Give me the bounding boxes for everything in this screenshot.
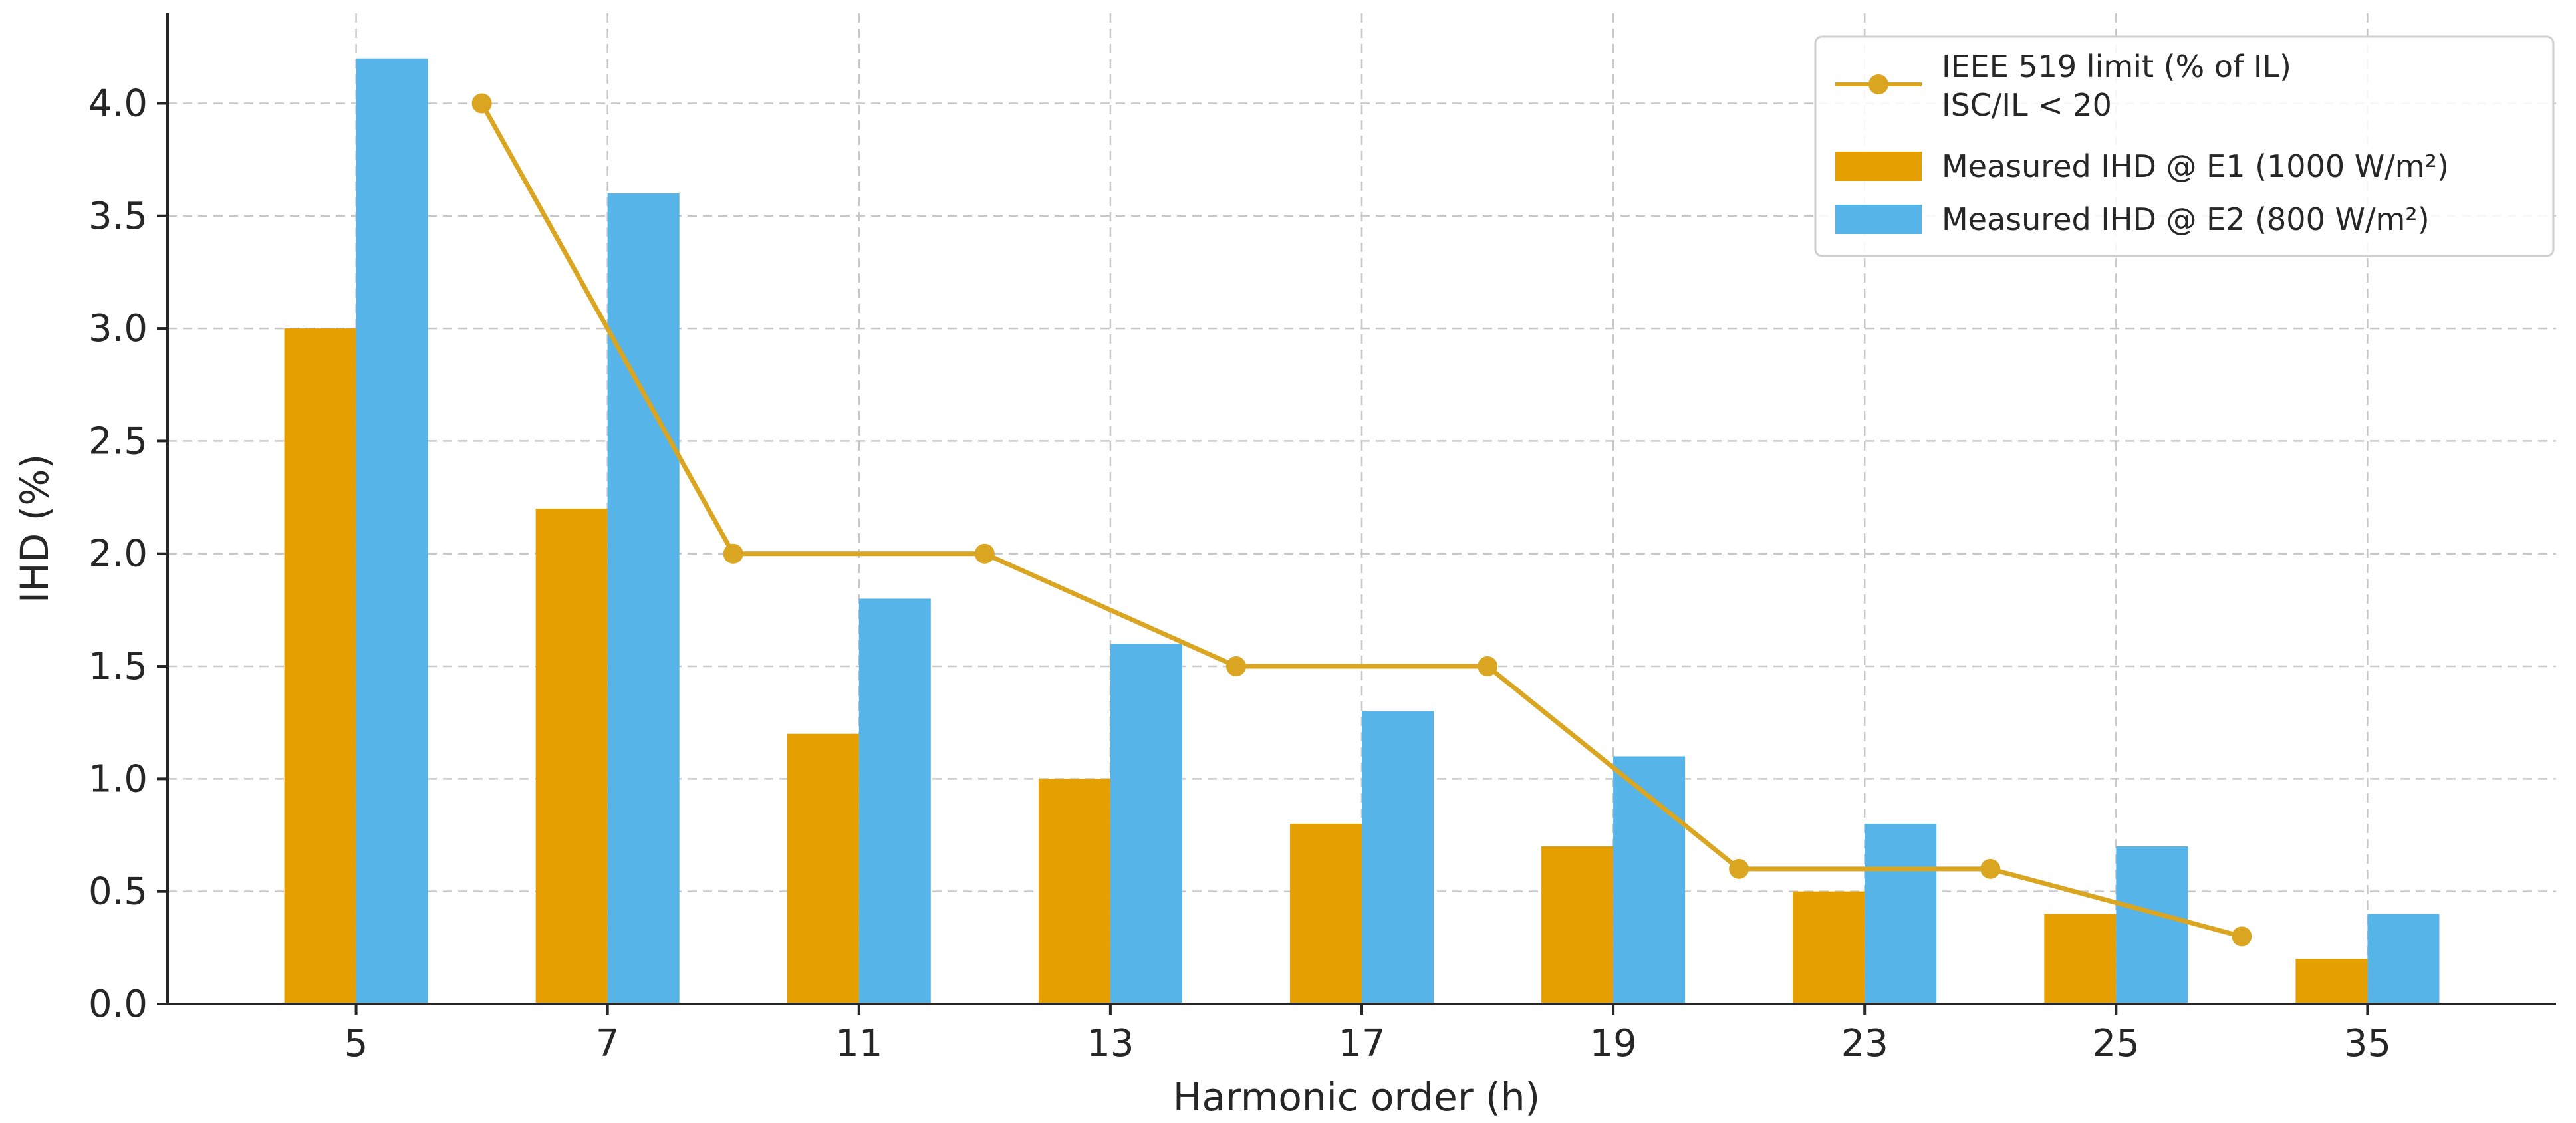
legend-label-e1: Measured IHD @ E1 (1000 W/m²) (1942, 148, 2449, 184)
y-tick-label: 0.0 (88, 983, 148, 1026)
limit-line (479, 102, 2243, 939)
y-tick-label: 0.5 (88, 870, 148, 914)
y-tick-label: 3.0 (88, 307, 148, 350)
legend-frame (1814, 35, 2555, 257)
y-tick-label: 2.5 (88, 420, 148, 463)
bar-e1 (284, 328, 356, 1004)
axis-layer: 0.0 0.5 1.0 1.5 2.0 2.5 3.0 3.5 4.0 5 7 11 13 17 19 23 2… (88, 13, 2556, 1065)
x-tick-label: 17 (1338, 1022, 1385, 1065)
bar-e2 (1110, 644, 1182, 1004)
y-tick-label: 3.5 (88, 195, 148, 238)
legend-line-marker (1868, 74, 1888, 94)
bar-e2 (1865, 824, 1937, 1004)
x-axis-title: Harmonic order (h) (1173, 1074, 1540, 1120)
limit-point (2232, 926, 2252, 947)
x-tick-label: 11 (835, 1022, 882, 1065)
bar-e2 (1362, 711, 1434, 1004)
bar-e1 (1793, 891, 1865, 1004)
legend: IEEE 519 limit (% of IL) ISC/IL < 20 Mea… (1814, 35, 2555, 257)
legend-label-limit-line2: ISC/IL < 20 (1942, 87, 2112, 123)
bar-e1 (535, 509, 608, 1004)
limit-point (1980, 858, 2001, 879)
limit-line-layer (471, 93, 2252, 947)
bar-e2 (607, 193, 680, 1005)
x-tick-label: 23 (1841, 1022, 1888, 1065)
bar-e2 (1613, 756, 1686, 1004)
x-tick-label: 7 (596, 1022, 620, 1065)
bar-e2 (2367, 914, 2440, 1004)
limit-point (1478, 656, 1498, 677)
limit-point (1729, 858, 1749, 879)
bar-e1 (787, 733, 859, 1004)
legend-swatch-e1 (1835, 152, 1922, 181)
legend-swatch-e2 (1835, 205, 1922, 234)
limit-point (471, 93, 492, 114)
x-tick-label: 35 (2344, 1022, 2391, 1065)
limit-point (1225, 656, 1246, 677)
limit-point (723, 543, 743, 564)
bar-e1 (1541, 846, 1614, 1004)
limit-point (974, 543, 995, 564)
bar-e1 (1038, 779, 1110, 1004)
legend-label-e2: Measured IHD @ E2 (800 W/m²) (1942, 201, 2430, 237)
x-tick-label: 13 (1087, 1022, 1134, 1065)
bar-e1 (2295, 959, 2368, 1004)
x-tick-label: 25 (2093, 1022, 2140, 1065)
legend-label-limit-line1: IEEE 519 limit (% of IL) (1942, 49, 2291, 84)
bar-e2 (356, 58, 428, 1004)
bar-layer (284, 58, 2440, 1005)
x-tick-label: 19 (1589, 1022, 1636, 1065)
bar-e1 (1290, 824, 1362, 1004)
y-tick-label: 2.0 (88, 533, 148, 576)
bar-e2 (2116, 846, 2188, 1004)
y-tick-label: 1.5 (88, 645, 148, 688)
y-axis-title: IHD (%) (12, 454, 57, 603)
bar-e1 (2044, 914, 2117, 1004)
y-tick-label: 4.0 (88, 82, 148, 125)
bar-e2 (858, 598, 931, 1004)
x-tick-label: 5 (344, 1022, 368, 1065)
y-tick-label: 1.0 (88, 757, 148, 801)
